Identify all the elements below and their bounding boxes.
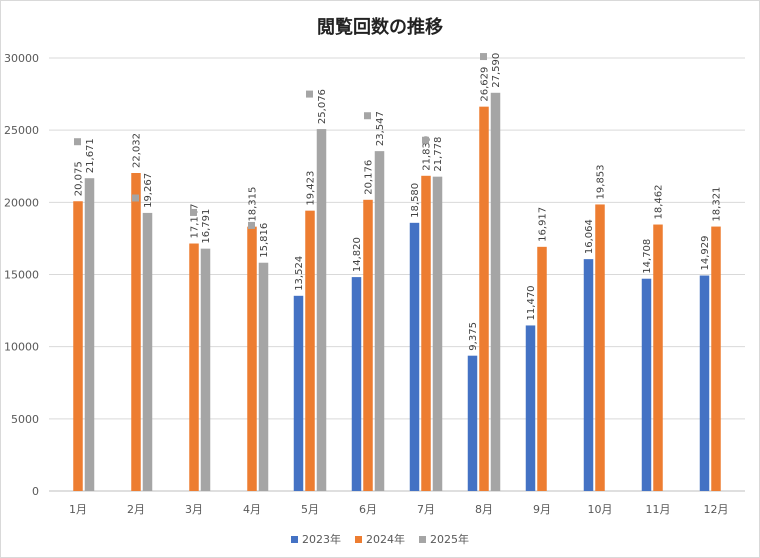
data-label: 9,375 [468,322,479,351]
x-tick-label: 6月 [359,503,377,516]
data-label: 14,708 [642,239,653,274]
bar [432,176,443,491]
bar [258,262,269,491]
bar [305,210,315,491]
data-label: 18,462 [654,185,665,220]
y-tick-label: 20000 [4,196,39,209]
x-tick-label: 8月 [475,503,493,516]
legend-label: 2025年 [430,533,469,546]
bar [351,277,362,491]
marker-point [74,138,81,146]
data-label: 11,470 [526,285,537,320]
bar [583,259,594,491]
legend-item: 2024年 [355,531,405,547]
data-label: 19,853 [596,164,607,199]
bar [409,222,420,491]
bar [189,243,199,491]
data-label: 19,423 [306,171,317,206]
y-tick-label: 10000 [4,341,39,354]
data-label: 17,147 [190,204,201,239]
bar [537,246,547,491]
legend: 2023年 2024年 2025年 [1,531,759,547]
bar [595,204,605,492]
data-label: 14,820 [352,237,363,272]
marker-point [306,90,313,98]
legend-label: 2024年 [366,533,405,546]
bar [293,295,304,491]
bar [479,106,489,491]
data-label: 18,321 [712,187,723,222]
legend-swatch [419,535,426,543]
bar [490,92,501,491]
marker-point [422,136,429,144]
bar [142,212,153,491]
bar [131,173,141,491]
data-label: 22,032 [132,133,143,168]
marker-point [248,221,255,229]
bar [699,275,710,491]
data-label: 16,791 [201,209,212,244]
data-label: 26,629 [480,67,491,102]
data-label: 21,778 [433,137,444,172]
bar [421,175,431,491]
bar [316,129,327,491]
data-label: 27,590 [491,53,502,88]
data-label: 19,267 [143,173,154,208]
y-tick-label: 25000 [4,124,39,137]
x-tick-label: 4月 [243,503,261,516]
bar [200,248,211,491]
data-label: 16,917 [538,207,549,242]
data-label: 16,064 [584,219,595,254]
data-label: 13,524 [294,256,305,291]
y-tick-label: 0 [32,485,39,498]
y-tick-label: 30000 [4,52,39,65]
bar [247,226,257,491]
bar [374,151,385,491]
data-label: 21,839 [422,136,433,171]
bar [363,199,373,491]
data-label: 15,816 [259,223,270,258]
legend-item: 2023年 [291,531,341,547]
legend-swatch [291,535,298,543]
data-label: 23,547 [375,111,386,146]
data-label: 20,075 [74,161,85,196]
bar [711,226,721,491]
x-tick-label: 7月 [417,503,435,516]
marker-point [132,194,139,202]
x-tick-label: 3月 [185,503,203,516]
marker-point [364,112,371,120]
data-label: 25,076 [317,89,328,124]
x-tick-label: 2月 [127,503,145,516]
data-label: 21,671 [85,138,96,173]
chart-title: 閲覧回数の推移 [317,17,443,38]
x-tick-label: 11月 [646,503,671,516]
data-label: 18,580 [410,183,421,218]
bar [84,178,95,491]
bar [653,224,663,491]
data-label: 14,929 [700,236,711,271]
y-tick-label: 15000 [4,269,39,282]
x-tick-label: 1月 [69,503,87,516]
legend-label: 2023年 [302,533,341,546]
legend-swatch [355,535,362,543]
x-tick-label: 10月 [588,503,613,516]
bar [467,355,478,491]
y-tick-label: 5000 [11,413,39,426]
data-label: 18,315 [248,187,259,222]
x-tick-label: 12月 [704,503,729,516]
marker-point [480,53,487,61]
marker-point [190,208,197,216]
data-label: 20,176 [364,160,375,195]
x-tick-label: 5月 [301,503,319,516]
x-tick-label: 9月 [533,503,551,516]
bar [73,201,83,491]
legend-item: 2025年 [419,531,469,547]
bar [641,278,652,491]
bar [525,325,536,491]
